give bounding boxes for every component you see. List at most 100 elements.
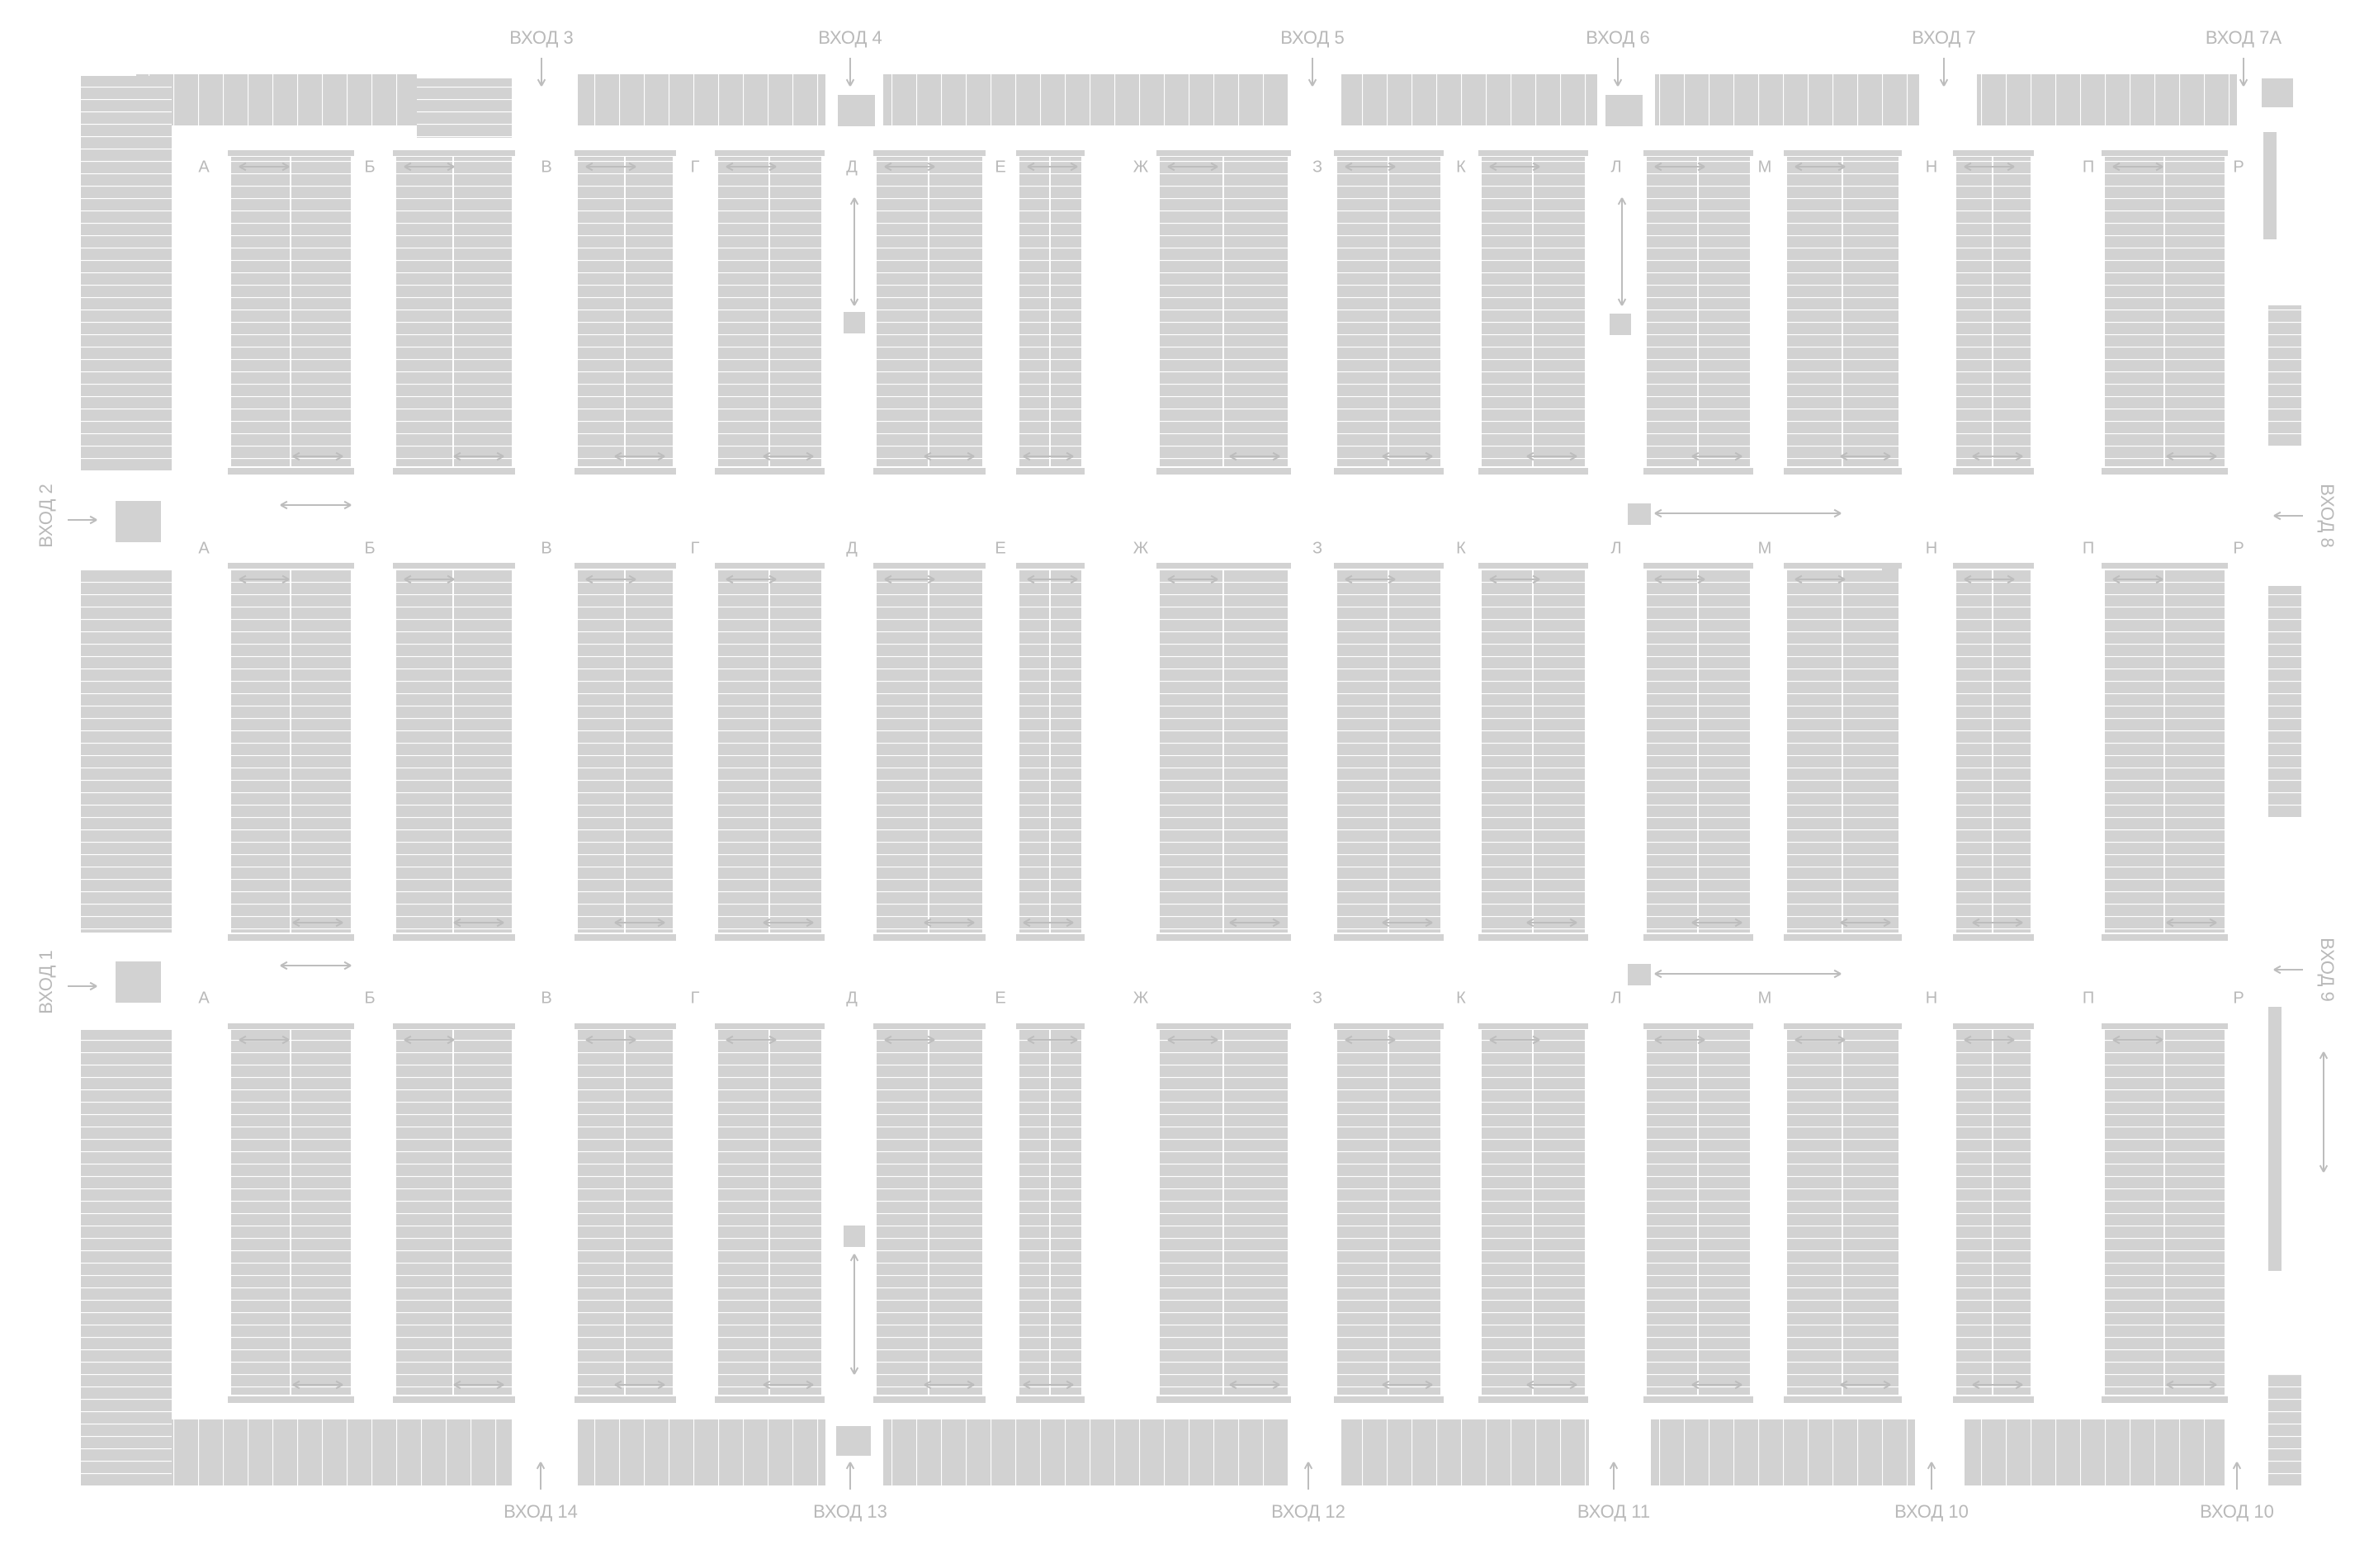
left-stall-column-bottom — [81, 1030, 172, 1485]
stall-row-cap-top — [1016, 1023, 1085, 1029]
stall-row-cap-top — [575, 1023, 676, 1029]
top-kiosk-2 — [1605, 95, 1643, 126]
row-letter: Е — [995, 158, 1005, 176]
stall-row-cap-bottom — [575, 468, 676, 475]
stall-row-cap-bottom — [1156, 468, 1291, 475]
row-letter: Ж — [1133, 539, 1149, 557]
top-corner-block — [417, 78, 512, 138]
row-letter: Д — [846, 539, 858, 557]
double-arrow-icon — [1972, 451, 2023, 461]
double-arrow-icon — [726, 1035, 777, 1045]
stall-row-2-1b — [291, 569, 351, 933]
top-kiosk-1 — [838, 95, 875, 126]
row-letter: Б — [364, 989, 375, 1007]
stall-row-3-9a — [1482, 1030, 1532, 1395]
stall-row-1-10a — [1647, 157, 1697, 466]
row-letter: Д — [846, 158, 858, 176]
stall-row-cap-bottom — [1643, 1396, 1753, 1403]
stall-row-1-2b — [454, 157, 512, 466]
double-arrow-icon — [614, 918, 665, 928]
entrance-label: ВХОД 13 — [813, 1501, 887, 1522]
double-arrow-icon — [2112, 1035, 2163, 1045]
stall-row-cap-top — [1784, 150, 1902, 156]
double-arrow-icon — [1691, 451, 1742, 461]
stall-row-cap-bottom — [1478, 468, 1588, 475]
entrance-label: ВХОД 10 — [1894, 1501, 1969, 1522]
arrow-icon — [68, 515, 97, 525]
row-letter: З — [1312, 989, 1322, 1007]
row-letter: В — [541, 158, 551, 176]
double-arrow-icon — [924, 451, 975, 461]
arrow-icon — [845, 1462, 855, 1490]
stall-row-cap-top — [2102, 563, 2228, 569]
double-arrow-icon — [239, 1035, 290, 1045]
stall-row-cap-bottom — [1156, 1396, 1291, 1403]
stall-row-3-2b — [454, 1030, 512, 1395]
entrance-label: ВХОД 14 — [504, 1501, 578, 1522]
stall-row-1-7a — [1160, 157, 1222, 466]
double-arrow-icon — [280, 500, 352, 510]
stall-row-1-6a — [1019, 157, 1049, 466]
stall-row-3-13b — [2165, 1030, 2225, 1395]
entrance-label: ВХОД 6 — [1586, 27, 1650, 48]
row-letter: К — [1456, 989, 1466, 1007]
row-letter: Н — [1926, 158, 1937, 176]
stall-row-3-7b — [1224, 1030, 1288, 1395]
double-arrow-icon — [404, 574, 455, 584]
row-letter: М — [1758, 539, 1772, 557]
double-arrow-icon — [585, 574, 636, 584]
row-letters: А Б В Г Д Е Ж З К Л М Н П Р А Б В Г Д Е Ж З К Л М Н П Р А Б В Г Д Е Ж З К Л М Н… — [198, 158, 2244, 1007]
top-stall-row-5 — [1655, 74, 1919, 125]
stall-row-cap-bottom — [1784, 468, 1902, 475]
stall-row-2-11a — [1787, 569, 1842, 933]
stall-row-cap-bottom — [1016, 934, 1085, 941]
stall-row-1-13a — [2105, 157, 2163, 466]
stall-row-cap-bottom — [393, 468, 515, 475]
stall-row-cap-bottom — [1643, 468, 1753, 475]
stall-row-cap-bottom — [873, 468, 986, 475]
stall-row-2-11b — [1843, 569, 1899, 933]
stall-row-2-4a — [718, 569, 768, 933]
row-letter: Л — [1610, 158, 1621, 176]
stall-row-2-12b — [1993, 569, 2031, 933]
row-letter: Г — [691, 539, 700, 557]
arrow-icon — [2273, 965, 2303, 975]
left-kiosk-2 — [116, 961, 161, 1003]
stall-row-cap-top — [873, 150, 986, 156]
stall-row-cap-top — [1643, 1023, 1753, 1029]
double-arrow-icon — [1526, 1380, 1577, 1390]
double-arrow-icon — [1794, 1035, 1846, 1045]
arrow-icon — [2232, 1462, 2242, 1490]
double-arrow-icon — [1023, 918, 1074, 928]
stall-row-2-6b — [1051, 569, 1081, 933]
double-arrow-icon — [884, 162, 935, 172]
stall-row-1-4a — [718, 157, 768, 466]
row-letter: Р — [2233, 158, 2244, 176]
stall-row-1-4b — [770, 157, 821, 466]
row-letter: Г — [691, 989, 700, 1007]
stall-row-cap-bottom — [1953, 1396, 2034, 1403]
arrow-icon — [536, 1462, 546, 1490]
double-arrow-icon — [1654, 162, 1705, 172]
stall-row-cap-top — [1016, 150, 1085, 156]
stall-row-2-5a — [877, 569, 928, 933]
bottom-stall-row-2 — [578, 1419, 825, 1485]
double-arrow-icon — [1964, 162, 2015, 172]
double-arrow-icon — [763, 918, 814, 928]
row-letter: Г — [691, 158, 700, 176]
entrance-label: ВХОД 7А — [2206, 27, 2282, 48]
stall-row-2-2b — [454, 569, 512, 933]
stall-row-cap-top — [873, 563, 986, 569]
row-letter: Л — [1610, 539, 1621, 557]
stall-row-3-4b — [770, 1030, 821, 1395]
bottom-stall-row-3 — [883, 1419, 1288, 1485]
double-arrow-icon — [1972, 918, 2023, 928]
stall-row-2-8a — [1337, 569, 1388, 933]
right-strip-1 — [2263, 132, 2277, 239]
stall-row-cap-top — [1953, 1023, 2034, 1029]
double-arrow-icon — [849, 1254, 859, 1375]
double-arrow-icon — [1229, 918, 1280, 928]
row-letter: П — [2083, 539, 2094, 557]
row-letter: Н — [1926, 539, 1937, 557]
